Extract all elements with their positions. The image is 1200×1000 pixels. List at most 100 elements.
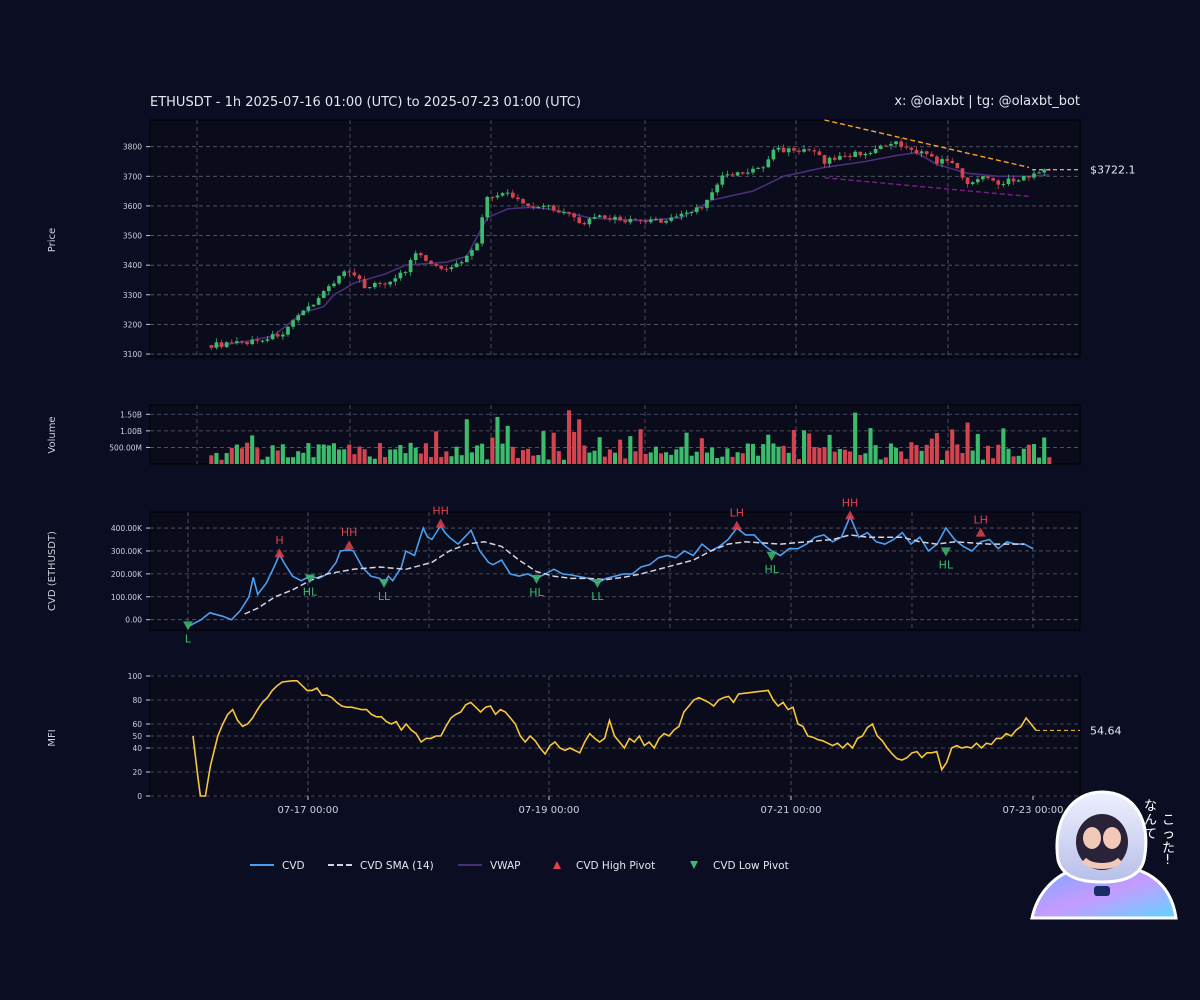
volume-bar <box>628 436 633 464</box>
candle-body <box>403 272 408 274</box>
volume-bars <box>209 410 1052 464</box>
candle-body <box>960 168 965 178</box>
volume-bar <box>848 451 853 464</box>
volume-bar <box>561 459 566 464</box>
pivot-low-marker <box>766 551 777 561</box>
volume-bar <box>802 430 807 464</box>
volume-bar <box>776 446 781 464</box>
y-tick-label: 100.00K <box>111 593 143 602</box>
volume-bar <box>515 458 520 464</box>
volume-bar <box>970 450 975 464</box>
candle-body <box>909 147 914 150</box>
pivot-high-marker <box>845 510 856 520</box>
candle-body <box>700 207 704 209</box>
y-tick-label: 3800 <box>123 143 142 152</box>
pivot-high-marker <box>274 548 285 558</box>
volume-bar <box>842 449 847 464</box>
candle-body <box>536 206 541 208</box>
candle-body <box>991 178 995 181</box>
candle-body <box>766 159 771 168</box>
candle-body <box>827 157 832 164</box>
pivot-label: LL <box>378 590 391 603</box>
pivot-high-marker <box>435 518 446 528</box>
candle-body <box>618 216 622 221</box>
candle-body <box>209 345 214 348</box>
candle-body <box>1001 184 1006 186</box>
candle-body <box>337 276 341 284</box>
candle-body <box>715 184 720 193</box>
candle-body <box>214 342 219 348</box>
volume-bar <box>301 452 306 464</box>
y-tick-label: 60 <box>132 720 142 729</box>
svg-text:な: な <box>1144 799 1157 814</box>
volume-bar <box>934 433 939 464</box>
volume-bar <box>740 453 745 464</box>
volume-bar <box>1042 437 1047 464</box>
pivot-low-marker <box>304 574 315 584</box>
pivot-high-marker <box>344 540 355 550</box>
volume-bar <box>408 442 413 464</box>
volume-bar <box>214 452 219 464</box>
candle-body <box>771 149 776 160</box>
mfi-last-value-label: 54.64 <box>1090 724 1122 737</box>
x-tick-label: 07-19 00:00 <box>518 805 579 816</box>
candle-body <box>756 167 760 169</box>
candle-body <box>332 283 336 287</box>
volume-bar <box>899 451 904 464</box>
volume-bar <box>372 458 377 464</box>
candle-body <box>408 259 413 273</box>
volume-bar <box>960 453 965 464</box>
candle-body <box>505 192 510 194</box>
candle-body <box>270 334 275 340</box>
candle-body <box>260 340 265 342</box>
pivot-low-marker <box>592 579 603 589</box>
candle-body <box>235 341 239 343</box>
volume-bar <box>485 459 490 464</box>
mfi-axis-label: MFI <box>47 729 58 746</box>
candle-body <box>541 205 546 207</box>
candle-body <box>240 341 244 343</box>
y-tick-label: 1.00B <box>120 427 142 436</box>
volume-bar <box>612 452 618 464</box>
candle-body <box>761 167 766 169</box>
volume-bar <box>837 448 842 464</box>
candle-body <box>255 339 260 341</box>
volume-bar <box>531 455 536 464</box>
pivot-label: LH <box>730 507 744 520</box>
candle-body <box>439 265 444 269</box>
candle-body <box>245 342 249 345</box>
candle-body <box>970 182 975 185</box>
candle-body <box>1021 175 1026 181</box>
candle-body <box>648 219 653 223</box>
volume-bar <box>868 428 873 464</box>
y-tick-label: 50 <box>132 732 142 741</box>
x-tick-label: 07-23 00:00 <box>1002 805 1063 816</box>
y-tick-label: 3300 <box>123 291 142 300</box>
candle-body <box>751 168 755 173</box>
volume-bar <box>285 457 291 464</box>
volume-bar <box>255 448 260 464</box>
candle-body <box>940 159 944 164</box>
price-grid <box>150 120 1080 357</box>
candle-body <box>929 154 934 157</box>
candle-body <box>296 315 301 321</box>
candle-body <box>597 215 602 218</box>
candle-body <box>945 159 949 161</box>
candle-body <box>311 304 316 307</box>
candle-body <box>914 149 919 154</box>
volume-bar <box>602 456 607 464</box>
volume-bar <box>704 452 710 464</box>
candle-body <box>301 310 306 316</box>
volume-bar <box>710 447 715 464</box>
volume-bar <box>444 451 449 464</box>
volume-bar <box>1006 448 1011 464</box>
volume-bar <box>618 439 623 464</box>
volume-bar <box>413 447 418 464</box>
candle-body <box>357 275 362 280</box>
volume-bar <box>229 447 234 464</box>
volume-grid <box>150 405 1080 464</box>
y-tick-label: 20 <box>132 768 142 777</box>
volume-bar <box>403 453 408 464</box>
candle-body <box>858 151 863 156</box>
